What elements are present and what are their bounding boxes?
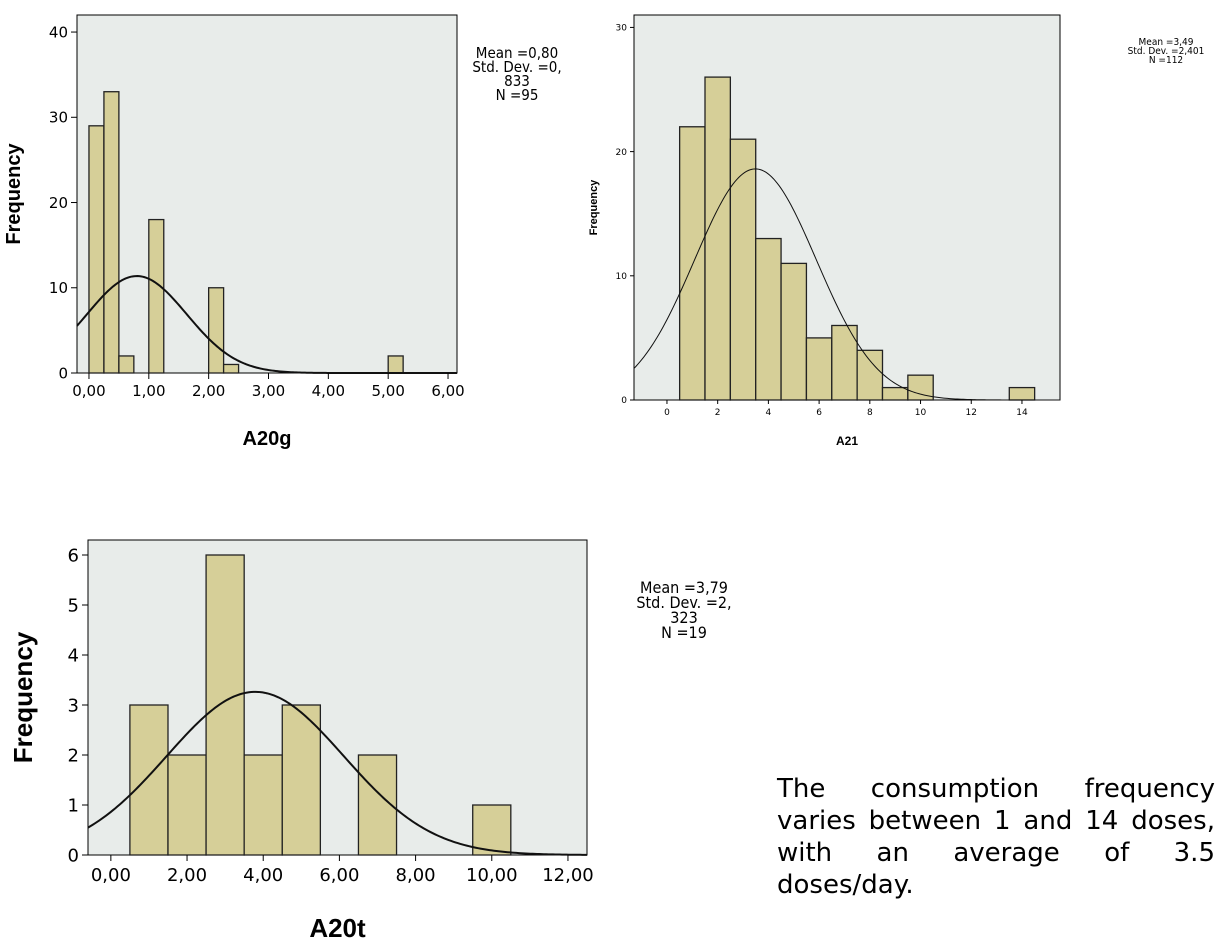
histogram-bar xyxy=(103,91,120,374)
histogram-bar xyxy=(148,218,165,374)
y-tick-label: 5 xyxy=(68,595,79,616)
x-tick-label: 8,00 xyxy=(396,865,436,886)
y-axis-label: Frequency xyxy=(588,179,600,236)
x-tick-label: 1,00 xyxy=(132,382,165,400)
x-tick-label: 0,00 xyxy=(91,865,131,886)
y-tick-label: 4 xyxy=(68,645,79,666)
histogram-bar xyxy=(222,363,240,374)
y-axis-label: Frequency xyxy=(3,143,25,245)
stats-mean: Mean =3,49 xyxy=(1138,37,1194,48)
y-tick-label: 0 xyxy=(58,364,68,382)
normal-curve xyxy=(633,168,1060,401)
histogram-a20t: 0 1 2 3 4 5 6 0,00 2,00 4,00 6,00 8,00 10,00 12,00 A20… xyxy=(8,539,594,943)
histogram-bar xyxy=(167,754,207,856)
histogram-a20g: 0 10 20 30 40 0,00 1,00 2,00 3,00 4,00 5,00 6,00 A20… xyxy=(3,14,465,450)
histogram-bar xyxy=(856,349,884,401)
histogram-bar xyxy=(780,262,808,401)
histogram-bar xyxy=(678,126,706,401)
x-tick-label: 10,00 xyxy=(466,865,518,886)
histogram-bar xyxy=(831,324,858,401)
x-tick-label: 2,00 xyxy=(192,382,225,400)
histogram-bar xyxy=(1008,386,1036,401)
x-tick-label: 12,00 xyxy=(542,865,594,886)
x-tick-label: 4,00 xyxy=(312,382,345,400)
histogram-bar xyxy=(281,704,322,856)
y-tick-label: 10 xyxy=(49,279,68,297)
x-tick-label: 0,00 xyxy=(72,382,105,400)
y-tick-label: 30 xyxy=(49,109,68,127)
x-tick-label: 4,00 xyxy=(243,865,283,886)
stats-mean: Mean =0,80 xyxy=(475,44,559,62)
stats-std-dev-cont: 833 xyxy=(504,72,530,90)
histogram-bar xyxy=(805,337,833,401)
x-tick-label: 2 xyxy=(715,408,721,418)
histogram-bar xyxy=(704,76,732,401)
y-tick-label: 20 xyxy=(616,148,628,158)
x-tick-label: 5,00 xyxy=(371,382,404,400)
y-tick-label: 30 xyxy=(616,24,628,34)
stats-box-a20g: Mean =0,80 Std. Dev. =0, 833 N =95 xyxy=(462,44,572,104)
stats-std-dev: Std. Dev. =2, xyxy=(636,593,732,612)
plot-area xyxy=(76,14,458,374)
y-tick-label: 0 xyxy=(68,845,79,866)
x-axis-label: A20t xyxy=(309,913,366,943)
x-tick-label: 6,00 xyxy=(319,865,359,886)
x-axis-label: A20g xyxy=(243,428,292,450)
x-tick-label: 8 xyxy=(867,408,873,418)
y-tick-label: 40 xyxy=(49,23,68,41)
normal-curve xyxy=(87,690,588,856)
stats-std-dev-cont: 323 xyxy=(670,608,698,627)
y-tick-label: 3 xyxy=(68,695,79,716)
stats-std-dev: Std. Dev. =2,401 xyxy=(1127,46,1205,57)
x-tick-label: 14 xyxy=(1016,408,1028,418)
y-tick-label: 1 xyxy=(68,795,79,816)
histogram-bar xyxy=(755,237,782,401)
y-axis-label: Frequency xyxy=(8,631,38,763)
summary-caption: The consumption frequency varies between… xyxy=(777,774,1215,900)
x-tick-label: 4 xyxy=(766,408,772,418)
x-tick-label: 3,00 xyxy=(252,382,285,400)
histogram-bar xyxy=(205,554,245,856)
x-tick-label: 6 xyxy=(816,408,822,418)
stats-box-a20t: Mean =3,79 Std. Dev. =2, 323 N =19 xyxy=(604,578,764,642)
x-tick-label: 12 xyxy=(966,408,977,418)
y-tick-label: 20 xyxy=(49,194,68,212)
histogram-a21: 0 10 20 30 0 2 4 6 8 10 12 14 A21 Frequency xyxy=(588,14,1061,448)
histogram-bar xyxy=(88,125,105,374)
histogram-bar xyxy=(357,754,398,856)
y-tick-label: 6 xyxy=(68,545,79,566)
normal-curve xyxy=(76,275,457,374)
histogram-bar xyxy=(881,386,909,401)
stats-std-dev: Std. Dev. =0, xyxy=(472,58,562,76)
histogram-bar xyxy=(208,287,225,374)
x-tick-label: 0 xyxy=(664,408,670,418)
x-tick-label: 10 xyxy=(915,408,927,418)
histogram-bar xyxy=(129,704,169,856)
y-tick-label: 2 xyxy=(68,745,79,766)
histogram-bar xyxy=(387,355,404,374)
histogram-bar xyxy=(729,138,757,401)
y-tick-label: 0 xyxy=(621,396,627,406)
x-tick-label: 2,00 xyxy=(167,865,207,886)
y-tick-label: 10 xyxy=(616,272,628,282)
stats-mean: Mean =3,79 xyxy=(640,578,728,597)
stats-box-a21: Mean =3,49 Std. Dev. =2,401 N =112 xyxy=(1110,37,1220,66)
x-axis-label: A21 xyxy=(836,434,858,448)
stats-n: N =95 xyxy=(495,86,539,104)
histogram-bar xyxy=(118,355,135,374)
stats-n: N =19 xyxy=(661,623,707,642)
histogram-bar xyxy=(243,754,283,856)
stats-n: N =112 xyxy=(1148,55,1184,66)
x-tick-label: 6,00 xyxy=(431,382,464,400)
